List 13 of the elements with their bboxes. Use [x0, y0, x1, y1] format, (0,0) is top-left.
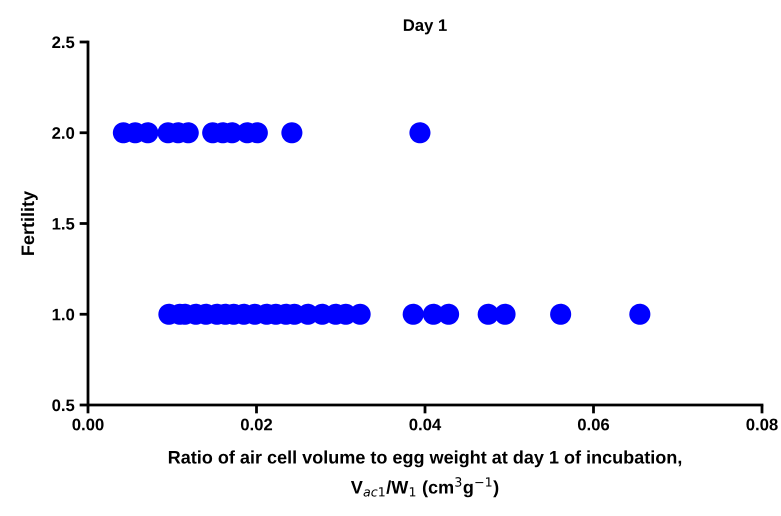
y-tick-label: 0.5	[52, 399, 74, 412]
y-tick-label: 2.0	[52, 127, 74, 139]
x-tick-label: 0.00	[72, 418, 104, 430]
y-tick-label: 2.5	[52, 36, 74, 48]
y-tick-label: 1.5	[52, 218, 74, 230]
x-tick-label: 0.04	[409, 418, 442, 430]
chart-title: Day 1	[404, 19, 447, 34]
x-tick-label: 0.06	[578, 418, 610, 430]
x-tick-label: 0.08	[746, 418, 778, 430]
y-axis-title: Fertility	[20, 190, 38, 255]
text: Ratio of air cell volume to egg weight at day 1 of incubation, V$_{ac1}$/W$_{1}$ (cm$^{3}$g$^{−1}$)	[168, 450, 682, 498]
x-tick-label: 0.02	[240, 418, 272, 430]
y-tick-label: 1.0	[52, 308, 74, 320]
